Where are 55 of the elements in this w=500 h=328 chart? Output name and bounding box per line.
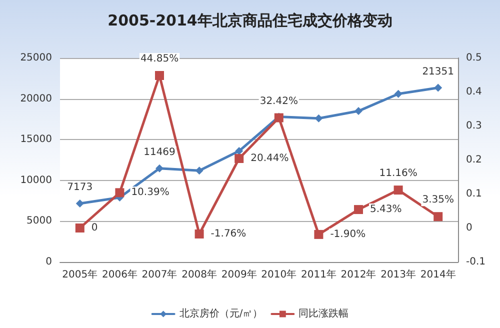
data-label: 11.16%: [379, 168, 418, 180]
x-tick-label: 2010年: [261, 268, 297, 280]
point: [354, 107, 362, 116]
point: [195, 166, 204, 175]
y2-tick-label: 0.3: [466, 120, 482, 132]
data-label: 21351: [422, 66, 454, 78]
point: [75, 224, 84, 232]
point: [234, 154, 244, 164]
data-label: 32.42%: [260, 96, 298, 107]
point: [394, 90, 402, 98]
data-label: -1.76%: [210, 228, 246, 240]
data-label: 11469: [144, 146, 176, 158]
y2-tick-label: 0: [466, 222, 472, 234]
point: [156, 164, 164, 172]
data-label: 44.85%: [140, 54, 179, 65]
x-tick-label: 2007年: [142, 268, 178, 280]
y-tick-label: 25000: [20, 52, 52, 64]
data-label: 7173: [67, 182, 93, 193]
point: [194, 229, 204, 238]
y-tick-label: 0: [46, 256, 52, 268]
y2-tick-label: -0.1: [466, 256, 486, 268]
data-label: 20.44%: [250, 153, 289, 164]
y-tick-label: 5000: [26, 216, 52, 227]
point: [115, 188, 124, 198]
y2-tick-label: 0.5: [466, 52, 482, 64]
point: [394, 186, 403, 195]
point: [434, 212, 443, 222]
point: [155, 71, 164, 80]
data-label: -1.90%: [330, 228, 366, 240]
point: [76, 199, 84, 208]
x-tick-label: 2008年: [182, 268, 218, 280]
x-tick-label: 2012年: [340, 268, 376, 280]
data-label: 3.35%: [422, 194, 454, 206]
data-label: 0: [91, 222, 98, 234]
y2-tick-label: 0.4: [466, 86, 482, 98]
point: [354, 205, 363, 214]
data-label: 5.43%: [370, 204, 402, 216]
y-tick-label: 15000: [20, 134, 52, 146]
x-tick-label: 2011年: [300, 268, 336, 280]
x-tick-label: 2006年: [102, 268, 138, 280]
point: [314, 230, 324, 239]
legend-label: 北京房价（元/㎡）: [179, 308, 263, 320]
y-tick-label: 20000: [20, 93, 52, 104]
y2-tick-label: 0.2: [466, 154, 482, 166]
y2-tick-label: 0.1: [466, 188, 482, 200]
y-tick-label: 10000: [20, 174, 52, 186]
chart-title: 2005-2014年北京商品住宅成交价格变动: [108, 12, 392, 30]
legend-label: 同比涨跌幅: [298, 308, 349, 320]
x-tick-label: 2005年: [62, 268, 98, 280]
x-tick-label: 2014年: [420, 268, 456, 280]
data-label: 10.39%: [131, 187, 170, 198]
x-tick-label: 2009年: [221, 268, 257, 280]
point: [314, 114, 323, 122]
x-tick-label: 2013年: [380, 268, 416, 280]
point: [434, 84, 442, 92]
